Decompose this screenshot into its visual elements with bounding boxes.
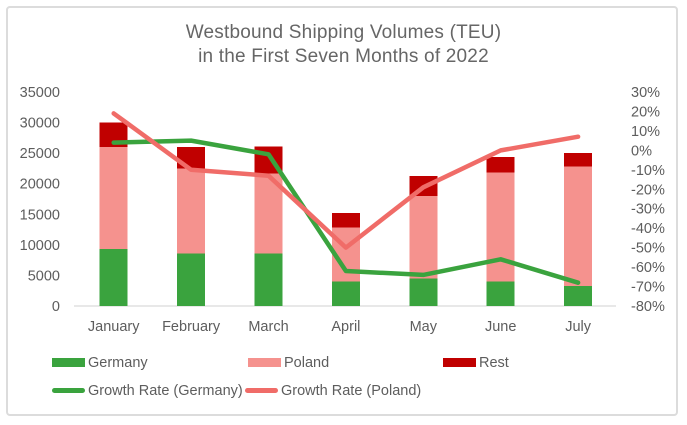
right-axis-tick-label: -70% xyxy=(631,280,665,296)
growth-line-poland xyxy=(111,111,581,250)
right-axis-tick-label: -80% xyxy=(631,299,665,315)
right-axis-tick-label: 20% xyxy=(631,104,660,120)
bar-segment-germany-february xyxy=(177,253,206,306)
x-axis-label-march: March xyxy=(248,319,288,335)
legend-swatch-poland xyxy=(248,358,281,367)
right-axis-tick-label: 30% xyxy=(631,85,660,101)
legend-swatch-growth-poland xyxy=(245,388,278,393)
chart-title: Westbound Shipping Volumes (TEU) in the … xyxy=(0,21,687,68)
legend-item-poland: Poland xyxy=(248,354,329,371)
legend-label: Poland xyxy=(284,354,330,371)
bar-segment-poland-may xyxy=(409,195,438,279)
bar-segment-germany-april xyxy=(331,281,360,306)
legend-label: Growth Rate (Poland) xyxy=(281,382,422,399)
left-axis-tick-label: 10000 xyxy=(20,238,60,254)
chart-title-line2: in the First Seven Months of 2022 xyxy=(198,45,489,67)
right-axis-tick-label: -40% xyxy=(631,221,665,237)
x-axis-label-february: February xyxy=(162,319,221,335)
x-axis-label-may: May xyxy=(410,319,438,335)
growth-line-germany xyxy=(111,138,581,285)
left-axis-tick-label: 25000 xyxy=(20,146,60,162)
bar-segment-germany-june xyxy=(486,281,515,306)
right-axis-tick-label: -20% xyxy=(631,182,665,198)
x-axis-label-january: January xyxy=(88,319,140,335)
bar-segment-rest-june xyxy=(486,156,515,173)
legend-item-growth-rate-poland: Growth Rate (Poland) xyxy=(245,382,421,399)
bar-segment-germany-july xyxy=(564,285,593,306)
left-axis-tick-label: 20000 xyxy=(20,177,60,193)
legend-label: Growth Rate (Germany) xyxy=(88,382,243,399)
legend-swatch-growth-germany xyxy=(52,388,85,393)
legend-item-germany: Germany xyxy=(52,354,148,371)
left-axis-tick-label: 5000 xyxy=(28,268,60,284)
right-axis-tick-label: -10% xyxy=(631,163,665,179)
right-axis-tick-label: 10% xyxy=(631,124,660,140)
bar-segment-poland-january xyxy=(99,147,128,250)
x-axis-label-april: April xyxy=(331,319,360,335)
right-axis-tick-label: -50% xyxy=(631,241,665,257)
bar-segment-poland-july xyxy=(564,166,593,286)
left-axis-tick-label: 30000 xyxy=(20,116,60,132)
bar-segment-germany-january xyxy=(99,249,128,306)
bar-segment-germany-march xyxy=(254,253,283,306)
bar-segment-poland-february xyxy=(177,168,206,254)
bar-segment-poland-june xyxy=(486,172,515,282)
bar-segment-rest-april xyxy=(331,213,360,228)
legend-swatch-rest xyxy=(443,358,476,367)
right-axis-tick-label: -30% xyxy=(631,202,665,218)
legend-item-growth-rate-germany: Growth Rate (Germany) xyxy=(52,382,243,399)
left-axis-tick-label: 35000 xyxy=(20,85,60,101)
legend-swatch-germany xyxy=(52,358,85,367)
right-axis-tick-label: -60% xyxy=(631,260,665,276)
legend-label: Rest xyxy=(479,354,509,371)
legend-label: Germany xyxy=(88,354,148,371)
bar-segment-germany-may xyxy=(409,278,438,306)
x-axis-label-june: June xyxy=(485,319,516,335)
x-axis-label-july: July xyxy=(565,319,592,335)
chart-title-line1: Westbound Shipping Volumes (TEU) xyxy=(185,22,502,43)
left-axis-tick-label: 0 xyxy=(52,299,60,315)
legend-item-rest: Rest xyxy=(443,354,509,371)
left-axis-tick-label: 15000 xyxy=(20,207,60,223)
right-axis-tick-label: 0% xyxy=(631,143,652,159)
bar-segment-rest-july xyxy=(564,153,593,167)
